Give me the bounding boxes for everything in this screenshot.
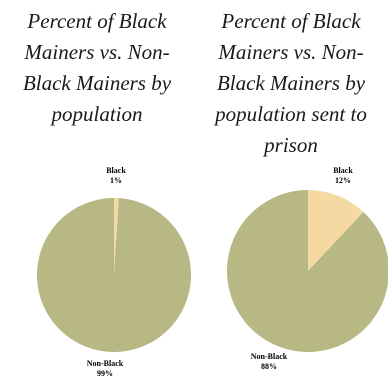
chart-black-prison-population: Percent of Black Mainers vs. Non- Black … — [194, 0, 388, 379]
chart-title-line: Black Mainers by — [216, 71, 366, 95]
chart-title-line: Mainers vs. Non- — [24, 40, 170, 64]
chart-title-line: population — [51, 102, 143, 126]
chart-title-line: Percent of Black — [27, 9, 167, 33]
slice-value-label: 1% — [110, 176, 122, 185]
chart-title: Percent of Black Mainers vs. Non- Black … — [194, 6, 388, 161]
pie-slice-non-black — [226, 190, 388, 352]
chart-title-line: population sent to — [215, 102, 367, 126]
slice-name-label: Non-Black — [87, 359, 124, 368]
chart-title-line: Black Mainers by — [22, 71, 172, 95]
chart-black-population: Percent of Black Mainers vs. Non- Black … — [0, 6, 194, 378]
slice-value-label: 88% — [261, 362, 277, 371]
pie-slice-non-black — [36, 198, 191, 353]
slice-name-label: Non-Black — [251, 352, 288, 361]
chart-title-line: prison — [264, 133, 318, 157]
slice-value-label: 99% — [97, 369, 113, 378]
pie-slice-black — [308, 190, 364, 271]
chart-title-line: Mainers vs. Non- — [218, 40, 364, 64]
chart-title: Percent of Black Mainers vs. Non- Black … — [0, 6, 194, 130]
slice-name-label: Black — [333, 166, 353, 175]
slice-name-label: Black — [106, 166, 126, 175]
chart-title-line: Percent of Black — [221, 9, 361, 33]
slice-value-label: 12% — [335, 176, 351, 185]
pie-slice-black — [114, 198, 119, 275]
